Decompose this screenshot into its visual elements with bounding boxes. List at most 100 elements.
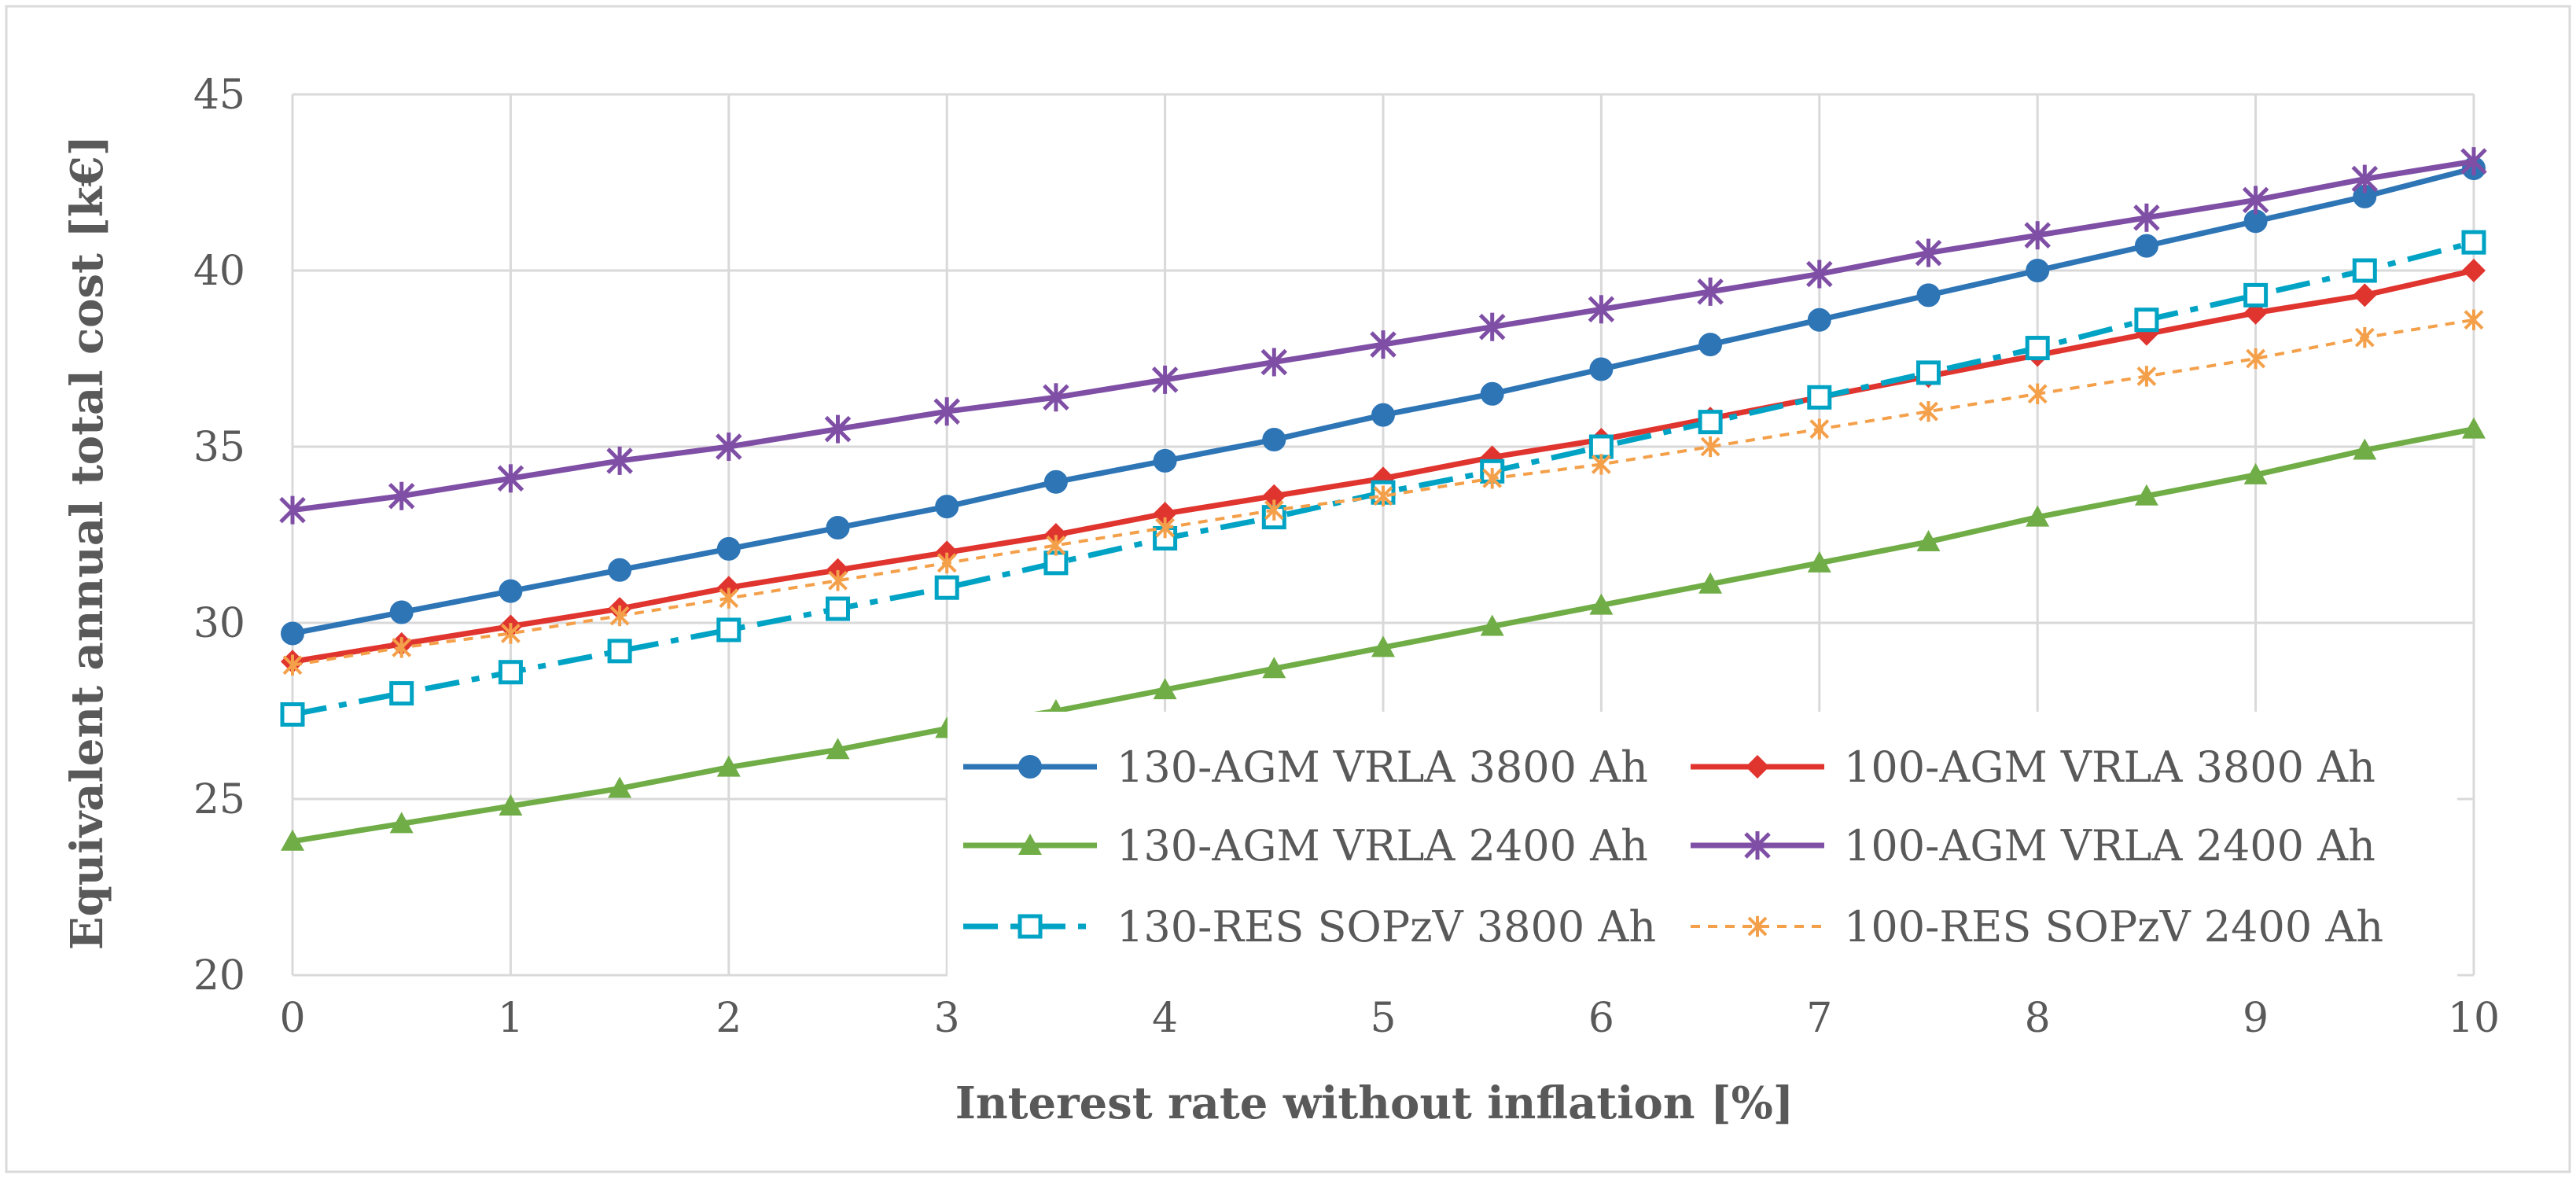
data-point-triangle xyxy=(1480,614,1504,636)
legend-entry: 100-AGM VRLA 3800 Ah xyxy=(1691,742,2375,792)
x-tick-label: 7 xyxy=(1806,995,1832,1042)
plot-series xyxy=(279,147,2487,851)
y-tick-label: 25 xyxy=(193,776,245,823)
data-point-star xyxy=(1806,260,1833,289)
data-point-star xyxy=(606,446,633,475)
data-point-triangle xyxy=(1807,550,1831,573)
data-point-circle xyxy=(716,536,741,561)
data-point-star xyxy=(2460,147,2487,176)
data-point-circle xyxy=(1589,357,1614,381)
data-point-circle xyxy=(1916,283,1941,307)
data-point-circle xyxy=(1043,469,1068,494)
data-point-star xyxy=(279,495,306,525)
data-point-circle xyxy=(2134,234,2158,258)
data-point-triangle xyxy=(1589,593,1614,615)
data-point-triangle xyxy=(281,829,304,851)
data-point-square xyxy=(2134,307,2159,333)
data-point-asterisk xyxy=(1373,485,1393,506)
series-4 xyxy=(279,147,2487,525)
data-point-triangle xyxy=(1916,529,1941,551)
data-point-asterisk xyxy=(1700,436,1720,458)
data-point-circle xyxy=(499,579,523,603)
data-point-triangle xyxy=(389,812,414,834)
data-point-star xyxy=(497,464,524,493)
x-tick-label: 8 xyxy=(2025,995,2051,1042)
data-point-square xyxy=(607,639,632,664)
y-tick-label: 45 xyxy=(193,72,245,119)
data-point-asterisk xyxy=(1919,401,1938,422)
legend-entry: 130-AGM VRLA 3800 Ah xyxy=(963,742,1648,792)
data-point-asterisk xyxy=(500,623,521,644)
series-line xyxy=(292,318,2475,667)
legend-label: 100-AGM VRLA 2400 Ah xyxy=(1844,821,2375,871)
data-point-square xyxy=(2352,258,2377,283)
data-point-circle xyxy=(1262,428,1286,452)
data-point-diamond xyxy=(1262,484,1286,508)
data-point-star xyxy=(1043,383,1069,412)
y-tick-label: 20 xyxy=(193,952,245,1000)
data-point-asterisk xyxy=(1482,468,1503,489)
data-point-star xyxy=(1151,365,1179,394)
data-point-asterisk xyxy=(828,570,848,591)
data-point-circle xyxy=(826,516,850,540)
legend-label: 100-AGM VRLA 3800 Ah xyxy=(1844,742,2375,792)
data-point-square xyxy=(1807,385,1832,410)
data-point-triangle xyxy=(716,755,741,777)
data-point-triangle xyxy=(826,738,850,760)
data-point-star xyxy=(2242,186,2269,215)
data-point-asterisk xyxy=(1155,517,1176,539)
data-point-square xyxy=(1018,914,1043,939)
data-point-circle xyxy=(1480,381,1504,406)
data-point-circle xyxy=(608,558,632,582)
y-tick-label: 40 xyxy=(193,248,245,295)
data-point-diamond xyxy=(2462,259,2486,282)
data-point-square xyxy=(1698,410,1723,435)
data-point-circle xyxy=(935,495,959,519)
legend: 130-AGM VRLA 3800 Ah 100-AGM VRLA 3800 Ah… xyxy=(948,712,2457,979)
data-point-star xyxy=(1260,348,1288,377)
data-point-asterisk xyxy=(609,605,630,627)
data-point-square xyxy=(1588,434,1614,459)
y-axis-title: Equivalent annual total cost [k€] xyxy=(61,135,113,950)
data-point-square xyxy=(389,681,414,706)
data-point-asterisk xyxy=(2027,383,2048,404)
data-point-triangle xyxy=(1698,572,1723,594)
data-point-star xyxy=(388,481,415,510)
data-point-asterisk xyxy=(282,654,303,676)
data-point-asterisk xyxy=(937,552,957,574)
chart-border xyxy=(5,5,2571,1173)
data-point-star xyxy=(1915,238,1942,267)
x-tick-label: 4 xyxy=(1152,995,1178,1042)
data-point-star xyxy=(1744,831,1771,860)
data-point-asterisk xyxy=(1264,499,1284,521)
data-point-asterisk xyxy=(2354,326,2375,348)
data-point-circle xyxy=(1018,755,1042,779)
data-point-circle xyxy=(281,621,304,646)
x-tick-label: 2 xyxy=(716,995,742,1042)
x-tick-label: 5 xyxy=(1370,995,1396,1042)
data-point-asterisk xyxy=(2136,366,2157,387)
data-point-triangle xyxy=(2243,462,2268,484)
data-point-triangle xyxy=(2134,484,2158,506)
data-point-square xyxy=(716,617,742,643)
data-point-star xyxy=(2133,203,2160,232)
data-point-asterisk xyxy=(2464,309,2484,330)
data-point-asterisk xyxy=(1809,418,1830,440)
x-tick-label: 3 xyxy=(934,995,960,1042)
data-point-asterisk xyxy=(392,637,412,658)
x-tick-label: 9 xyxy=(2243,995,2269,1042)
data-point-star xyxy=(1478,312,1506,341)
data-point-square xyxy=(2461,230,2486,255)
x-tick-label: 10 xyxy=(2448,995,2500,1042)
data-point-diamond xyxy=(1746,755,1769,779)
data-point-triangle xyxy=(608,776,632,798)
data-point-star xyxy=(716,433,742,461)
data-point-square xyxy=(2025,336,2050,361)
data-point-star xyxy=(933,397,960,426)
legend-label: 130-AGM VRLA 3800 Ah xyxy=(1117,742,1648,792)
data-point-square xyxy=(280,701,305,727)
y-tick-label: 30 xyxy=(193,600,245,647)
data-point-triangle xyxy=(2462,417,2486,439)
